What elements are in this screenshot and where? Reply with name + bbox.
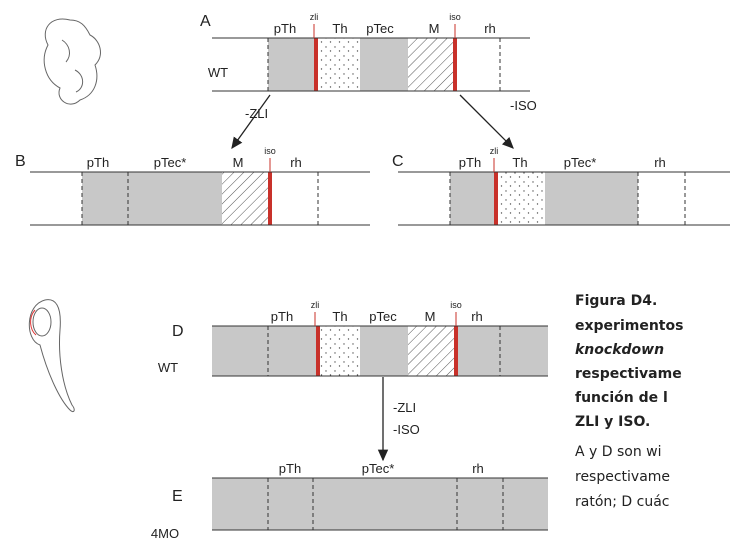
region-fill: [408, 38, 453, 91]
region-label: pTh: [271, 309, 293, 324]
caption-line: ratón; D cuác: [575, 494, 670, 510]
organizer: [494, 172, 498, 225]
region-fill: [408, 326, 454, 376]
caption-line: respectivame: [575, 366, 682, 382]
caption-title: Figura D4.: [575, 293, 657, 309]
zebrafish-embryo: [29, 300, 74, 412]
region-label: M: [233, 155, 244, 170]
bar-fill: [212, 326, 548, 376]
region-label: Th: [512, 155, 527, 170]
region-fill: [268, 38, 314, 91]
region-fill: [499, 172, 545, 225]
genotype: WT: [158, 360, 178, 375]
organizer-label: iso: [449, 12, 461, 22]
region-label: M: [425, 309, 436, 324]
panel: E 4MO pTh pTec* rh: [151, 461, 548, 541]
region-label: Th: [332, 21, 347, 36]
arrow: [232, 95, 270, 148]
region-label: rh: [654, 155, 666, 170]
region-label: rh: [471, 309, 483, 324]
region-fill: [450, 172, 494, 225]
region-fill: [82, 172, 222, 225]
organizer: [453, 38, 457, 91]
organizer-label: zli: [490, 146, 499, 156]
organizer-label: iso: [450, 300, 462, 310]
organizer-label: zli: [311, 300, 320, 310]
genotype: 4MO: [151, 526, 179, 541]
organizer: [268, 172, 272, 225]
caption-line: ZLI y ISO.: [575, 414, 650, 430]
panel-label: C: [392, 153, 404, 170]
panel-label: B: [15, 153, 26, 170]
panel-label: E: [172, 488, 183, 505]
region-label: pTec*: [564, 155, 597, 170]
region-label: rh: [484, 21, 496, 36]
caption-line: knockdown: [575, 342, 664, 358]
region-label: Th: [332, 309, 347, 324]
organizer: [316, 326, 320, 376]
panel-label: A: [200, 13, 211, 30]
region-label: rh: [290, 155, 302, 170]
arrow-label: -ISO: [510, 98, 537, 113]
region-fill: [222, 172, 268, 225]
caption-line: respectivame: [575, 469, 670, 485]
region-label: pTec: [366, 21, 394, 36]
region-label: pTec: [369, 309, 397, 324]
arrow-label: -ZLI: [245, 106, 268, 121]
region-fill: [318, 38, 360, 91]
arrow: [460, 95, 513, 148]
region-fill: [360, 38, 408, 91]
organizer-label: zli: [310, 12, 319, 22]
region-label: M: [429, 21, 440, 36]
genotype: WT: [208, 65, 228, 80]
organizer: [454, 326, 458, 376]
region-label: pTh: [274, 21, 296, 36]
region-label: rh: [472, 461, 484, 476]
region-label: pTh: [459, 155, 481, 170]
mouse-embryo: [44, 19, 100, 104]
arrow-label: -ISO: [393, 422, 420, 437]
panel-label: D: [172, 323, 184, 340]
bar-fill: [212, 478, 548, 530]
organizer: [314, 38, 318, 91]
region-label: pTh: [279, 461, 301, 476]
region-fill: [320, 326, 360, 376]
region-label: pTec*: [154, 155, 187, 170]
caption-line: función de l: [575, 390, 668, 406]
arrow-label: -ZLI: [393, 400, 416, 415]
region-fill: [545, 172, 638, 225]
region-label: pTh: [87, 155, 109, 170]
organizer-label: iso: [264, 146, 276, 156]
caption-line: experimentos: [575, 318, 683, 334]
figure: AWTpThThpTecMrhzliisoBpThpTec*MrhisoCpTh…: [0, 0, 730, 546]
caption-line: A y D son wi: [575, 444, 662, 460]
region-label: pTec*: [362, 461, 395, 476]
